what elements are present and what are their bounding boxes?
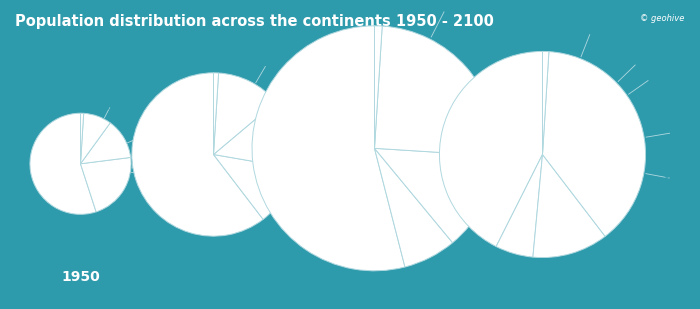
Text: asia
43%: asia 43% bbox=[584, 11, 606, 33]
Text: europe
12%: europe 12% bbox=[302, 101, 333, 120]
Wedge shape bbox=[374, 26, 382, 148]
Text: europe
7%: europe 7% bbox=[499, 47, 536, 68]
Text: 1950: 1950 bbox=[61, 270, 100, 284]
Wedge shape bbox=[214, 73, 218, 154]
Wedge shape bbox=[542, 51, 549, 154]
Text: africa
25%: africa 25% bbox=[528, 127, 558, 149]
Wedge shape bbox=[80, 113, 110, 164]
Wedge shape bbox=[533, 154, 605, 258]
Text: europe
6%: europe 6% bbox=[628, 45, 662, 66]
Text: oceania
1%: oceania 1% bbox=[521, 165, 561, 187]
Text: asia
55%: asia 55% bbox=[104, 92, 121, 112]
Text: americas
13%: americas 13% bbox=[132, 146, 167, 166]
Wedge shape bbox=[374, 26, 497, 156]
Text: americas
12%: americas 12% bbox=[636, 62, 681, 84]
Text: oceania
1%: oceania 1% bbox=[307, 165, 342, 185]
Wedge shape bbox=[214, 102, 295, 168]
Wedge shape bbox=[214, 154, 294, 219]
Text: africa
13%: africa 13% bbox=[313, 152, 339, 171]
Text: africa
39%: africa 39% bbox=[669, 120, 696, 142]
Text: asia
61%: asia 61% bbox=[260, 48, 281, 67]
Wedge shape bbox=[30, 113, 96, 214]
Text: americas
14%: americas 14% bbox=[304, 125, 345, 145]
Wedge shape bbox=[374, 148, 497, 243]
Text: europe
22%: europe 22% bbox=[131, 126, 158, 145]
Text: asia
54%: asia 54% bbox=[440, 0, 463, 8]
Text: oceania
1%: oceania 1% bbox=[663, 170, 700, 191]
Wedge shape bbox=[440, 51, 542, 247]
Wedge shape bbox=[80, 157, 131, 212]
Wedge shape bbox=[80, 123, 131, 164]
Text: Population distribution across the continents 1950 - 2100: Population distribution across the conti… bbox=[15, 14, 494, 29]
Wedge shape bbox=[252, 26, 405, 271]
Text: americas
13%: americas 13% bbox=[507, 73, 554, 95]
Wedge shape bbox=[132, 73, 263, 236]
Wedge shape bbox=[374, 148, 453, 267]
Wedge shape bbox=[80, 113, 84, 164]
Wedge shape bbox=[542, 52, 645, 236]
Text: africa
9%: africa 9% bbox=[139, 159, 161, 179]
Wedge shape bbox=[496, 154, 542, 257]
Text: oceania
1%: oceania 1% bbox=[134, 166, 164, 185]
Text: © geohive: © geohive bbox=[640, 14, 685, 23]
Wedge shape bbox=[214, 73, 276, 154]
